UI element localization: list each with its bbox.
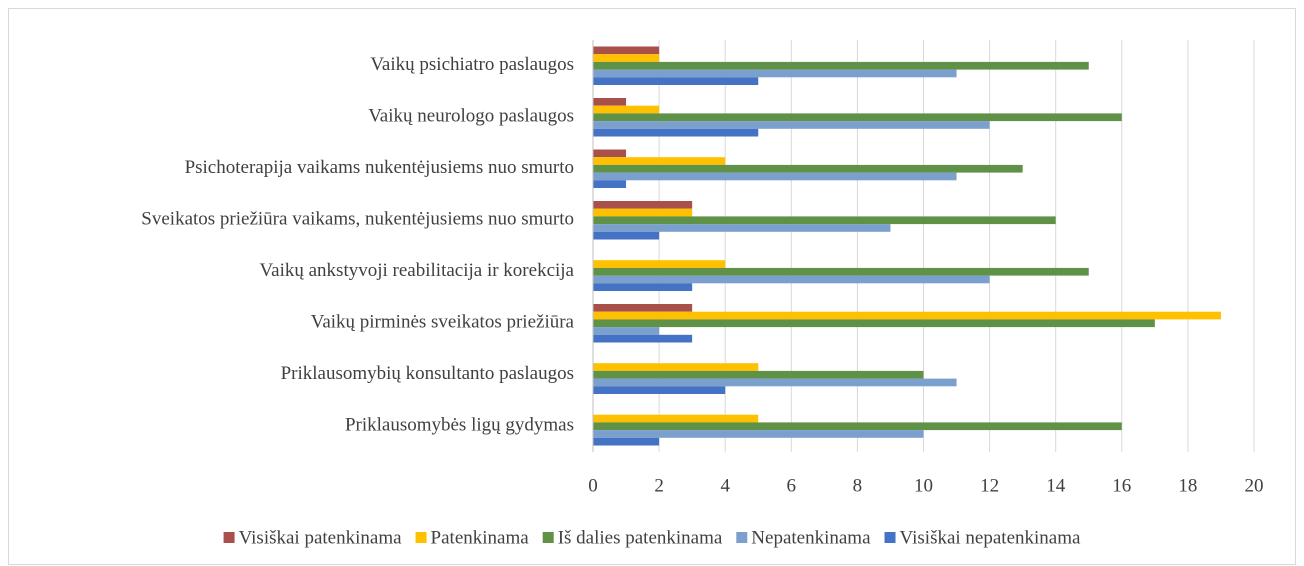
x-tick-label: 0 <box>588 475 598 496</box>
x-tick-label: 4 <box>720 475 730 496</box>
y-tick-label: Vaikų ankstyvoji reabilitacija ir korekc… <box>260 260 575 281</box>
bar <box>593 180 627 188</box>
bar <box>593 430 924 438</box>
bar <box>593 363 759 371</box>
bar <box>593 149 627 158</box>
bar <box>593 77 759 85</box>
bar <box>593 113 1122 122</box>
bar <box>593 157 726 165</box>
bar <box>593 69 957 78</box>
bar <box>593 422 1122 431</box>
legend-swatch <box>415 532 427 543</box>
bar <box>593 201 693 209</box>
bar <box>593 386 726 394</box>
bar <box>593 128 759 137</box>
y-tick-label: Psichoterapija vaikams nukentėjusiems nu… <box>185 157 574 178</box>
y-tick-label: Sveikatos priežiūra vaikams, nukentėjusi… <box>141 209 574 230</box>
bar <box>593 98 627 106</box>
x-tick-label: 8 <box>853 475 863 496</box>
bar <box>593 311 1221 320</box>
bar <box>593 172 957 181</box>
legend-label: Visiškai nepatenkinama <box>900 527 1081 548</box>
bar <box>593 267 1089 276</box>
x-tick-label: 2 <box>654 475 664 496</box>
bar <box>593 61 1089 70</box>
x-tick-label: 20 <box>1245 475 1264 496</box>
bar <box>593 260 726 268</box>
x-tick-label: 16 <box>1112 475 1131 496</box>
y-tick-label: Priklausomybių konsultanto paslaugos <box>281 363 574 384</box>
legend-label: Visiškai patenkinama <box>239 527 403 548</box>
legend-label: Nepatenkinama <box>751 527 871 548</box>
bar <box>593 370 924 379</box>
legend-swatch <box>736 532 748 543</box>
bar <box>593 414 759 423</box>
bar <box>593 54 660 62</box>
x-tick-label: 6 <box>787 475 797 496</box>
bar <box>593 304 693 312</box>
bar <box>593 334 693 343</box>
bar <box>593 121 990 129</box>
y-tick-label: Vaikų psichiatro paslaugos <box>370 54 574 75</box>
bar <box>593 208 693 217</box>
x-tick-label: 12 <box>980 475 999 496</box>
bar <box>593 164 1023 173</box>
legend-swatch <box>542 532 554 543</box>
bar <box>593 437 660 446</box>
bar <box>593 275 990 284</box>
legend-label: Patenkinama <box>431 527 530 548</box>
bar <box>593 224 891 232</box>
bar <box>593 46 660 55</box>
bar <box>593 378 957 387</box>
x-tick-label: 14 <box>1046 475 1066 496</box>
legend-swatch <box>223 532 235 543</box>
bar <box>593 105 660 114</box>
bar <box>593 216 1056 225</box>
y-tick-label: Priklausomybės ligų gydymas <box>345 415 574 436</box>
bar <box>593 283 693 291</box>
y-tick-label: Vaikų neurologo paslaugos <box>368 106 574 127</box>
y-tick-label: Vaikų pirminės sveikatos priežiūra <box>311 312 575 333</box>
legend-swatch <box>884 532 896 543</box>
bar <box>593 327 660 335</box>
bar <box>593 231 660 240</box>
bar <box>593 319 1155 328</box>
x-tick-label: 18 <box>1178 475 1197 496</box>
legend-label: Iš dalies patenkinama <box>558 527 723 548</box>
x-tick-label: 10 <box>914 475 933 496</box>
